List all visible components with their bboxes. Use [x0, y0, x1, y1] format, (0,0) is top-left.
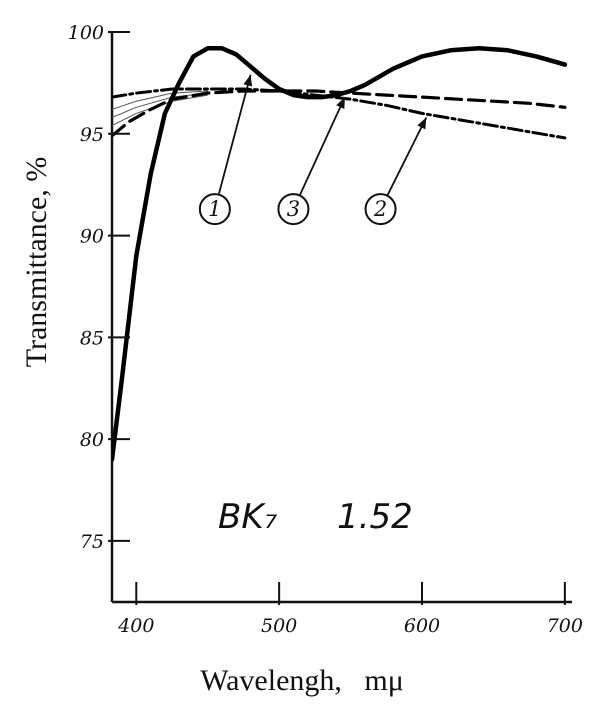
marker-arrow-3	[299, 96, 346, 195]
marker-arrowhead-2	[417, 117, 427, 130]
x-tick-label: 400	[117, 615, 154, 637]
marker-label-3: 3	[287, 197, 300, 221]
marker-arrowhead-3	[336, 97, 345, 110]
y-tick-label: 80	[80, 429, 104, 451]
y-tick-label: 100	[68, 22, 104, 44]
marker-label-2: 2	[373, 197, 387, 221]
marker-arrow-1	[218, 74, 252, 194]
faint-curve	[112, 92, 208, 118]
material-annotation: BK₇	[218, 497, 278, 537]
x-axis-title: Wavelengh, mμ	[200, 664, 404, 697]
axes	[110, 32, 572, 604]
x-tick-label: 500	[261, 615, 297, 637]
x-tick-label: 600	[404, 615, 440, 637]
y-tick-label: 85	[80, 327, 104, 349]
y-tick-label: 90	[80, 226, 104, 248]
ticks-layer: 75 80 85 90 95 100 400 500 600 700	[68, 22, 583, 637]
faint-curve	[112, 94, 208, 127]
marker-circle-1	[198, 193, 231, 226]
marker-arrowhead-1	[243, 74, 253, 87]
series-group	[112, 46, 568, 462]
series-layer	[112, 46, 568, 462]
index-annotation: 1.52	[337, 497, 413, 537]
series-line-3	[112, 89, 567, 138]
series-line-2	[112, 87, 567, 140]
marker-layer: 1 3 2	[198, 74, 428, 226]
y-tick-label: 75	[80, 531, 104, 553]
faint-curve	[112, 90, 208, 110]
marker-label-1: 1	[208, 197, 221, 221]
marker-arrow-2	[386, 117, 428, 196]
y-axis-title: Transmittance, %	[20, 157, 53, 368]
marker-circle-3	[277, 193, 310, 226]
marker-circle-2	[364, 193, 397, 226]
y-tick-label: 95	[80, 124, 104, 146]
x-tick-label: 700	[547, 615, 583, 637]
